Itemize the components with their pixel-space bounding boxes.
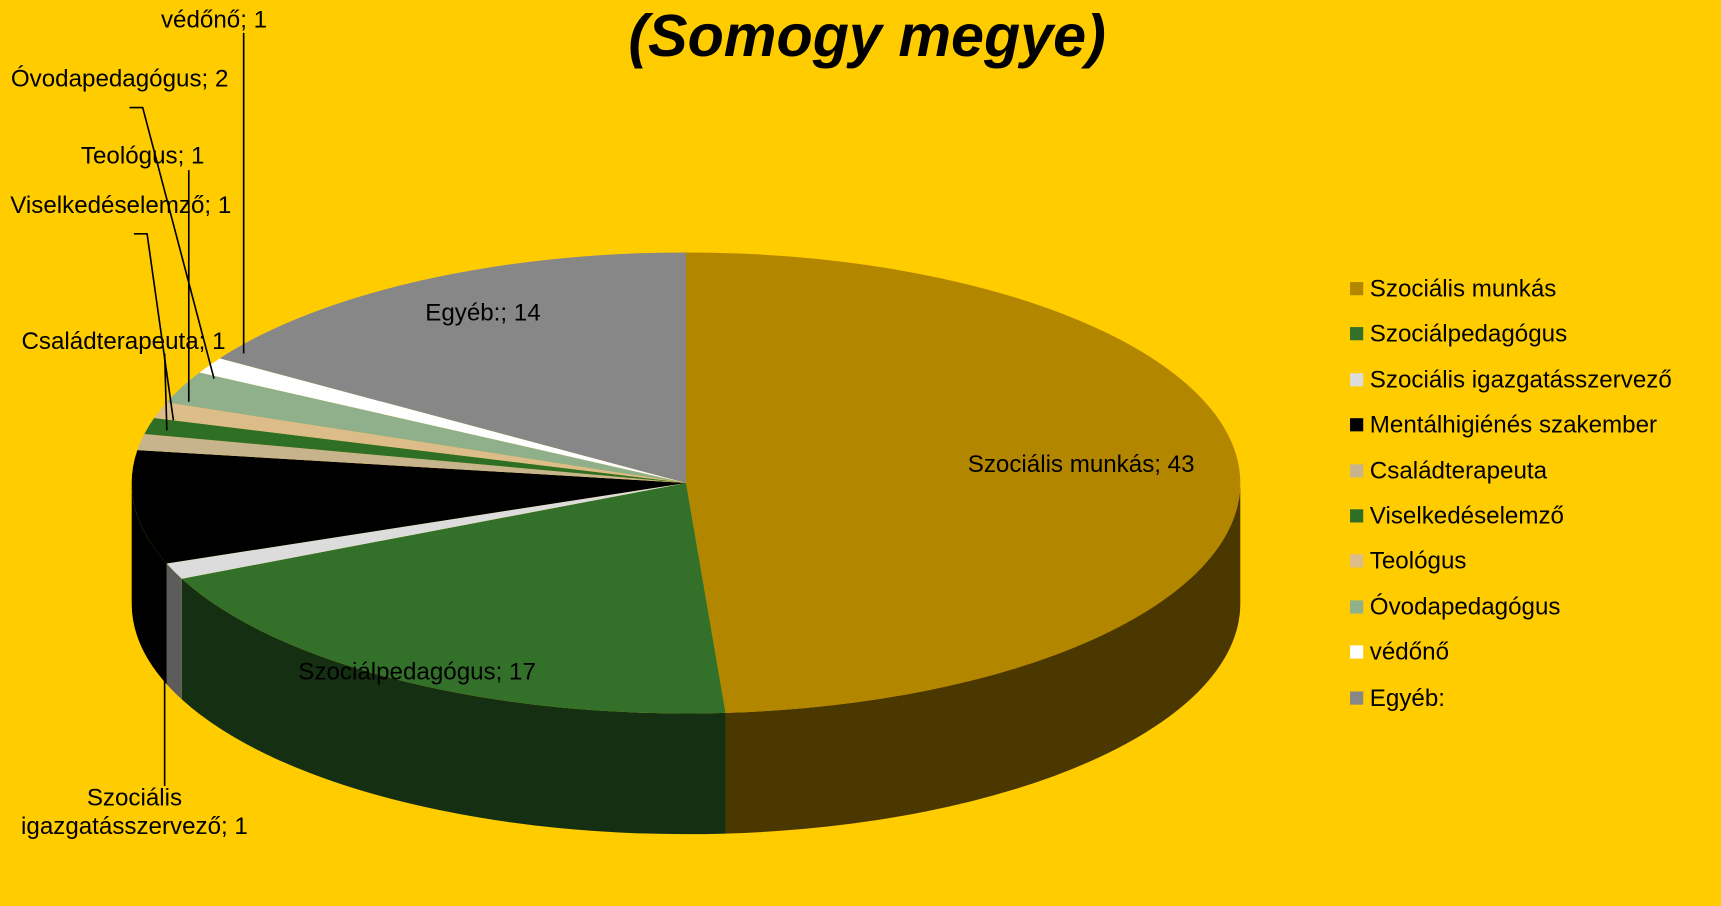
data-label: Egyéb:; 14 xyxy=(425,298,541,326)
legend-item: védőnő xyxy=(1350,638,1449,667)
data-label: védőnő; 1 xyxy=(160,5,268,33)
legend-swatch xyxy=(1350,372,1364,387)
slice xyxy=(166,482,686,579)
legend-swatch xyxy=(1350,509,1364,523)
legend-item: Szociális munkás xyxy=(1350,274,1556,303)
legend-swatch xyxy=(1350,554,1364,568)
legend-swatch xyxy=(1350,418,1364,432)
slice xyxy=(181,482,726,714)
legend-item: Szociálpedagógus xyxy=(1350,320,1567,349)
slice xyxy=(154,402,687,483)
leader-line xyxy=(129,106,215,379)
legend-swatch xyxy=(1350,600,1364,614)
slice xyxy=(219,252,686,483)
slice xyxy=(131,450,686,564)
legend-item: Viselkedéselemző xyxy=(1350,502,1564,531)
slice xyxy=(686,252,1241,713)
legend-label: Egyéb: xyxy=(1369,683,1445,711)
legend-item: Mentálhigiénés szakember xyxy=(1350,411,1657,440)
legend-label: Mentálhigiénés szakember xyxy=(1369,410,1658,439)
slice xyxy=(166,372,686,483)
data-label: Szociálpedagógus; 17 xyxy=(298,657,536,685)
data-label: Teológus; 1 xyxy=(80,141,205,170)
legend-swatch xyxy=(1350,282,1364,296)
legend-item: Egyéb: xyxy=(1350,683,1445,712)
leader-line xyxy=(163,353,168,431)
legend-label: Viselkedéselemző xyxy=(1369,501,1564,530)
legend-swatch xyxy=(1350,691,1364,705)
chart-title: (Somogy megye) xyxy=(628,3,1106,70)
legend-label: védőnő xyxy=(1369,637,1450,666)
legend-swatch xyxy=(1350,327,1364,341)
data-label: Családterapeuta; 1 xyxy=(21,327,226,355)
legend-label: Szociálpedagógus xyxy=(1369,319,1568,348)
legend-label: Családterapeuta xyxy=(1369,456,1548,484)
slice-side xyxy=(166,563,182,700)
slice xyxy=(137,433,686,483)
data-label: Szociális igazgatásszervező; 1 xyxy=(21,783,248,840)
leader-lines xyxy=(129,32,245,786)
data-label: Viselkedéselemző; 1 xyxy=(10,190,232,219)
legend-item: Óvodapedagógus xyxy=(1350,592,1560,621)
legend-label: Teológus xyxy=(1369,547,1467,575)
legend-label: Óvodapedagógus xyxy=(1369,592,1561,620)
slice-side xyxy=(725,482,1241,834)
slice xyxy=(144,418,686,483)
legend-label: Szociális munkás xyxy=(1369,274,1557,302)
legend-swatch xyxy=(1350,645,1364,659)
legend-swatch xyxy=(1350,463,1364,478)
legend-item: Családterapeuta xyxy=(1350,456,1547,485)
data-label: Óvodapedagógus; 2 xyxy=(10,64,229,93)
legend-item: Szociális igazgatásszervező xyxy=(1350,365,1672,394)
slice xyxy=(199,358,686,483)
slice-side xyxy=(181,578,726,835)
legend-label: Szociális igazgatásszervező xyxy=(1369,365,1672,393)
slice-side xyxy=(131,482,167,685)
data-label: Szociális munkás; 43 xyxy=(967,450,1195,478)
legend-item: Teológus xyxy=(1350,547,1466,576)
